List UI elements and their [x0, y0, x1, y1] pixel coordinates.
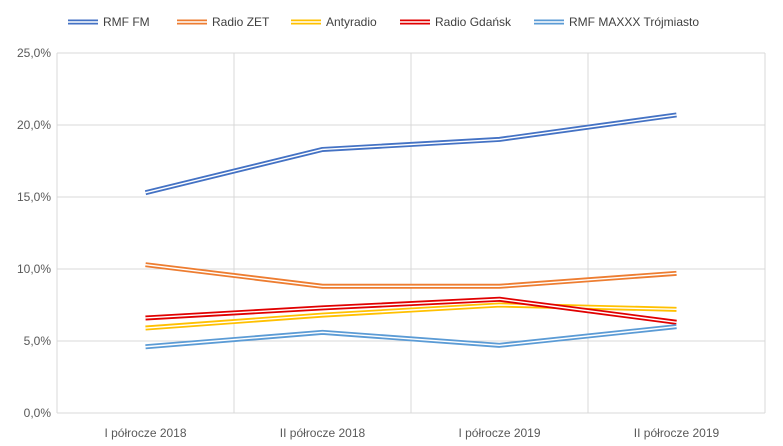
legend-label: Radio ZET — [212, 15, 270, 29]
legend-label: Antyradio — [326, 15, 377, 29]
x-tick-label: I półrocze 2018 — [104, 426, 186, 440]
legend-label: RMF MAXXX Trójmiasto — [569, 15, 699, 29]
y-axis: 0,0% 5,0% 10,0% 15,0% 20,0% 25,0% — [17, 46, 51, 420]
legend: RMF FM Radio ZET Antyradio Radio Gdańsk RMF … — [68, 15, 699, 29]
series-line-gap — [145, 298, 677, 323]
y-tick-label: 25,0% — [17, 46, 51, 60]
y-tick-label: 10,0% — [17, 262, 51, 276]
gridlines — [56, 52, 766, 414]
x-tick-label: II półrocze 2018 — [280, 426, 366, 440]
series-line-gap — [145, 325, 677, 348]
legend-item: Radio ZET — [177, 15, 270, 29]
legend-item: Radio Gdańsk — [400, 15, 512, 29]
series-line-gap — [145, 114, 677, 194]
legend-label: RMF FM — [103, 15, 150, 29]
series-line-gap — [145, 263, 677, 287]
series-1 — [145, 262, 677, 289]
series-group — [144, 112, 677, 350]
series-0 — [144, 112, 677, 196]
legend-label: Radio Gdańsk — [435, 15, 512, 29]
series-2 — [145, 302, 677, 331]
legend-item: Antyradio — [291, 15, 377, 29]
y-tick-label: 20,0% — [17, 118, 51, 132]
x-tick-label: I półrocze 2019 — [458, 426, 540, 440]
series-line-gap — [145, 304, 677, 329]
legend-item: RMF FM — [68, 15, 150, 29]
x-axis: I półrocze 2018 II półrocze 2018 I półrocz… — [104, 426, 719, 440]
y-tick-label: 5,0% — [24, 334, 52, 348]
series-3 — [145, 296, 677, 325]
legend-item: RMF MAXXX Trójmiasto — [534, 15, 699, 29]
x-tick-label: II półrocze 2019 — [634, 426, 720, 440]
y-tick-label: 0,0% — [24, 406, 52, 420]
y-tick-label: 15,0% — [17, 190, 51, 204]
series-4 — [145, 324, 677, 350]
